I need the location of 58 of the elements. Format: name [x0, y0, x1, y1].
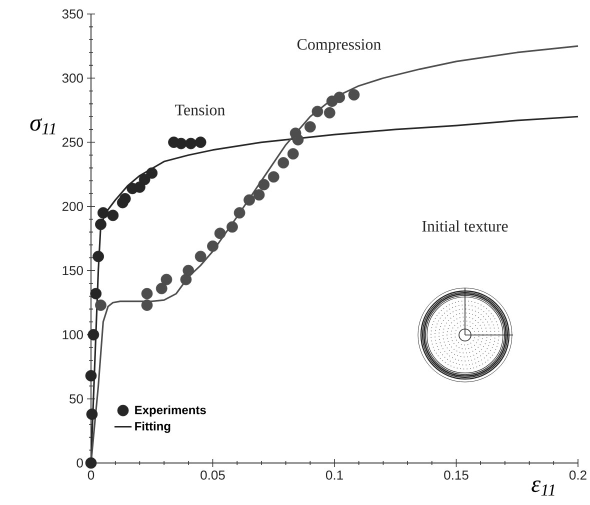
y-tick-label: 200: [62, 202, 83, 212]
y-tick-label: 300: [62, 74, 83, 83]
point: [324, 107, 336, 118]
point: [95, 300, 106, 311]
y-tick-label: 150: [62, 266, 83, 276]
x-tick-label: 0.2: [569, 470, 586, 480]
point: [180, 274, 192, 286]
x-tick-label: 0.1: [326, 470, 343, 480]
point: [146, 167, 158, 179]
point: [194, 250, 206, 262]
point: [85, 370, 97, 382]
point: [258, 178, 270, 190]
point: [312, 106, 324, 118]
point: [234, 207, 246, 219]
x-axis-title: ε$_{11}$: [532, 480, 554, 496]
point: [185, 138, 197, 150]
point: [194, 136, 206, 148]
point: [287, 148, 299, 160]
point: [90, 288, 102, 300]
point: [292, 134, 304, 146]
point: [253, 189, 265, 201]
point: [226, 221, 238, 233]
point: [88, 329, 100, 340]
point: [156, 282, 168, 294]
point: [268, 171, 280, 183]
point: [207, 240, 218, 252]
point: [97, 207, 109, 219]
point: [334, 92, 346, 104]
point: [92, 250, 104, 262]
annotation: Initial texture: [422, 220, 508, 232]
point: [119, 193, 131, 204]
point: [278, 157, 290, 169]
point: [214, 228, 226, 240]
point: [141, 288, 153, 300]
point: [138, 174, 150, 186]
y-tick-label: 50: [70, 394, 83, 404]
annotation: Compression: [297, 39, 381, 53]
y-tick-label: 350: [62, 9, 83, 19]
point: [182, 264, 194, 276]
point: [95, 218, 106, 230]
point: [244, 194, 255, 206]
y-tick-label: 0: [76, 458, 83, 468]
point: [107, 210, 119, 222]
y-tick-label: 250: [62, 138, 83, 147]
annotation: Tension: [175, 104, 225, 116]
y-axis-title: σ$_{11}$: [30, 118, 56, 134]
y-tick-label: 100: [62, 330, 83, 340]
x-tick-label: 0.05: [200, 470, 225, 480]
x-tick-label: 0.15: [444, 470, 468, 480]
point: [160, 274, 172, 286]
point: [141, 300, 153, 311]
legend-label: Fitting: [135, 422, 170, 433]
point: [348, 89, 360, 101]
point: [86, 408, 98, 420]
point: [175, 138, 187, 150]
legend-label: Experiments: [135, 405, 206, 417]
x-tick-label: 0: [88, 470, 94, 480]
point: [304, 121, 316, 133]
